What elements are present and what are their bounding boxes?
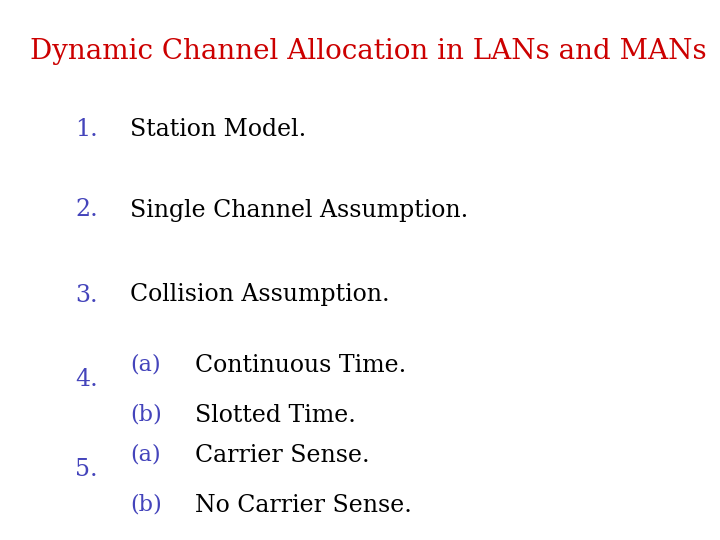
Text: Continuous Time.: Continuous Time. — [195, 354, 406, 376]
Text: Single Channel Assumption.: Single Channel Assumption. — [130, 199, 468, 221]
Text: 5.: 5. — [75, 458, 98, 482]
Text: Station Model.: Station Model. — [130, 118, 306, 141]
Text: 1.: 1. — [75, 118, 98, 141]
Text: (b): (b) — [130, 404, 162, 426]
Text: 3.: 3. — [75, 284, 98, 307]
Text: 2.: 2. — [75, 199, 98, 221]
Text: No Carrier Sense.: No Carrier Sense. — [195, 494, 412, 516]
Text: 4.: 4. — [75, 368, 98, 392]
Text: (a): (a) — [130, 354, 161, 376]
Text: Slotted Time.: Slotted Time. — [195, 403, 356, 427]
Text: Collision Assumption.: Collision Assumption. — [130, 284, 390, 307]
Text: Dynamic Channel Allocation in LANs and MANs: Dynamic Channel Allocation in LANs and M… — [30, 38, 706, 65]
Text: Carrier Sense.: Carrier Sense. — [195, 443, 369, 467]
Text: (b): (b) — [130, 494, 162, 516]
Text: (a): (a) — [130, 444, 161, 466]
